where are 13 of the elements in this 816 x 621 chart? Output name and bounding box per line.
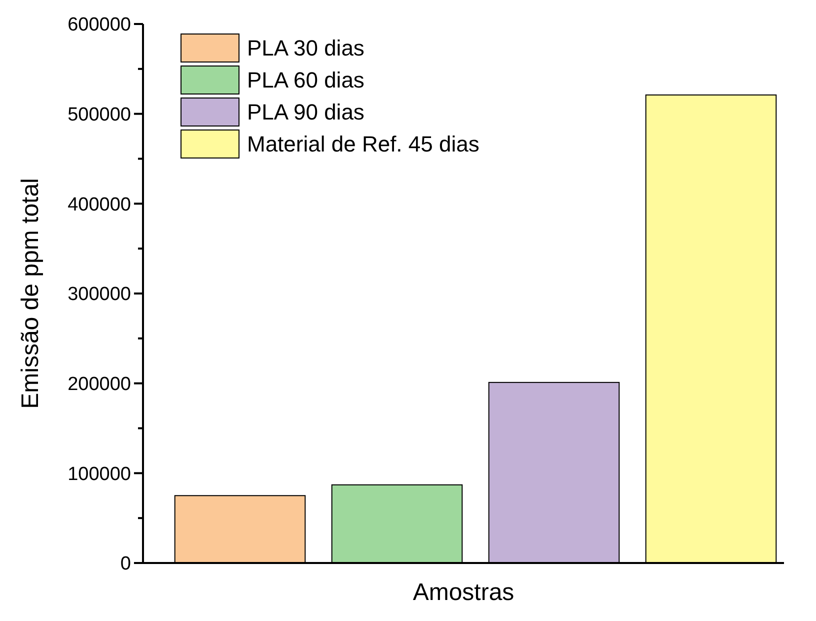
legend-label: PLA 30 dias bbox=[247, 36, 364, 61]
y-axis-title: Emissão de ppm total bbox=[17, 178, 44, 409]
y-tick-label: 500000 bbox=[68, 104, 131, 126]
y-tick-label: 200000 bbox=[68, 374, 131, 395]
y-tick-label: 600000 bbox=[68, 14, 131, 36]
legend-label: PLA 60 dias bbox=[247, 68, 364, 93]
y-tick-label: 100000 bbox=[68, 464, 131, 485]
y-tick-label: 300000 bbox=[68, 284, 131, 306]
legend-label: Material de Ref. 45 dias bbox=[247, 132, 480, 157]
y-tick-label: 400000 bbox=[68, 194, 131, 216]
legend-label: PLA 90 dias bbox=[247, 100, 364, 125]
y-tick-label: 0 bbox=[120, 554, 131, 575]
x-axis-title: Amostras bbox=[412, 579, 514, 606]
